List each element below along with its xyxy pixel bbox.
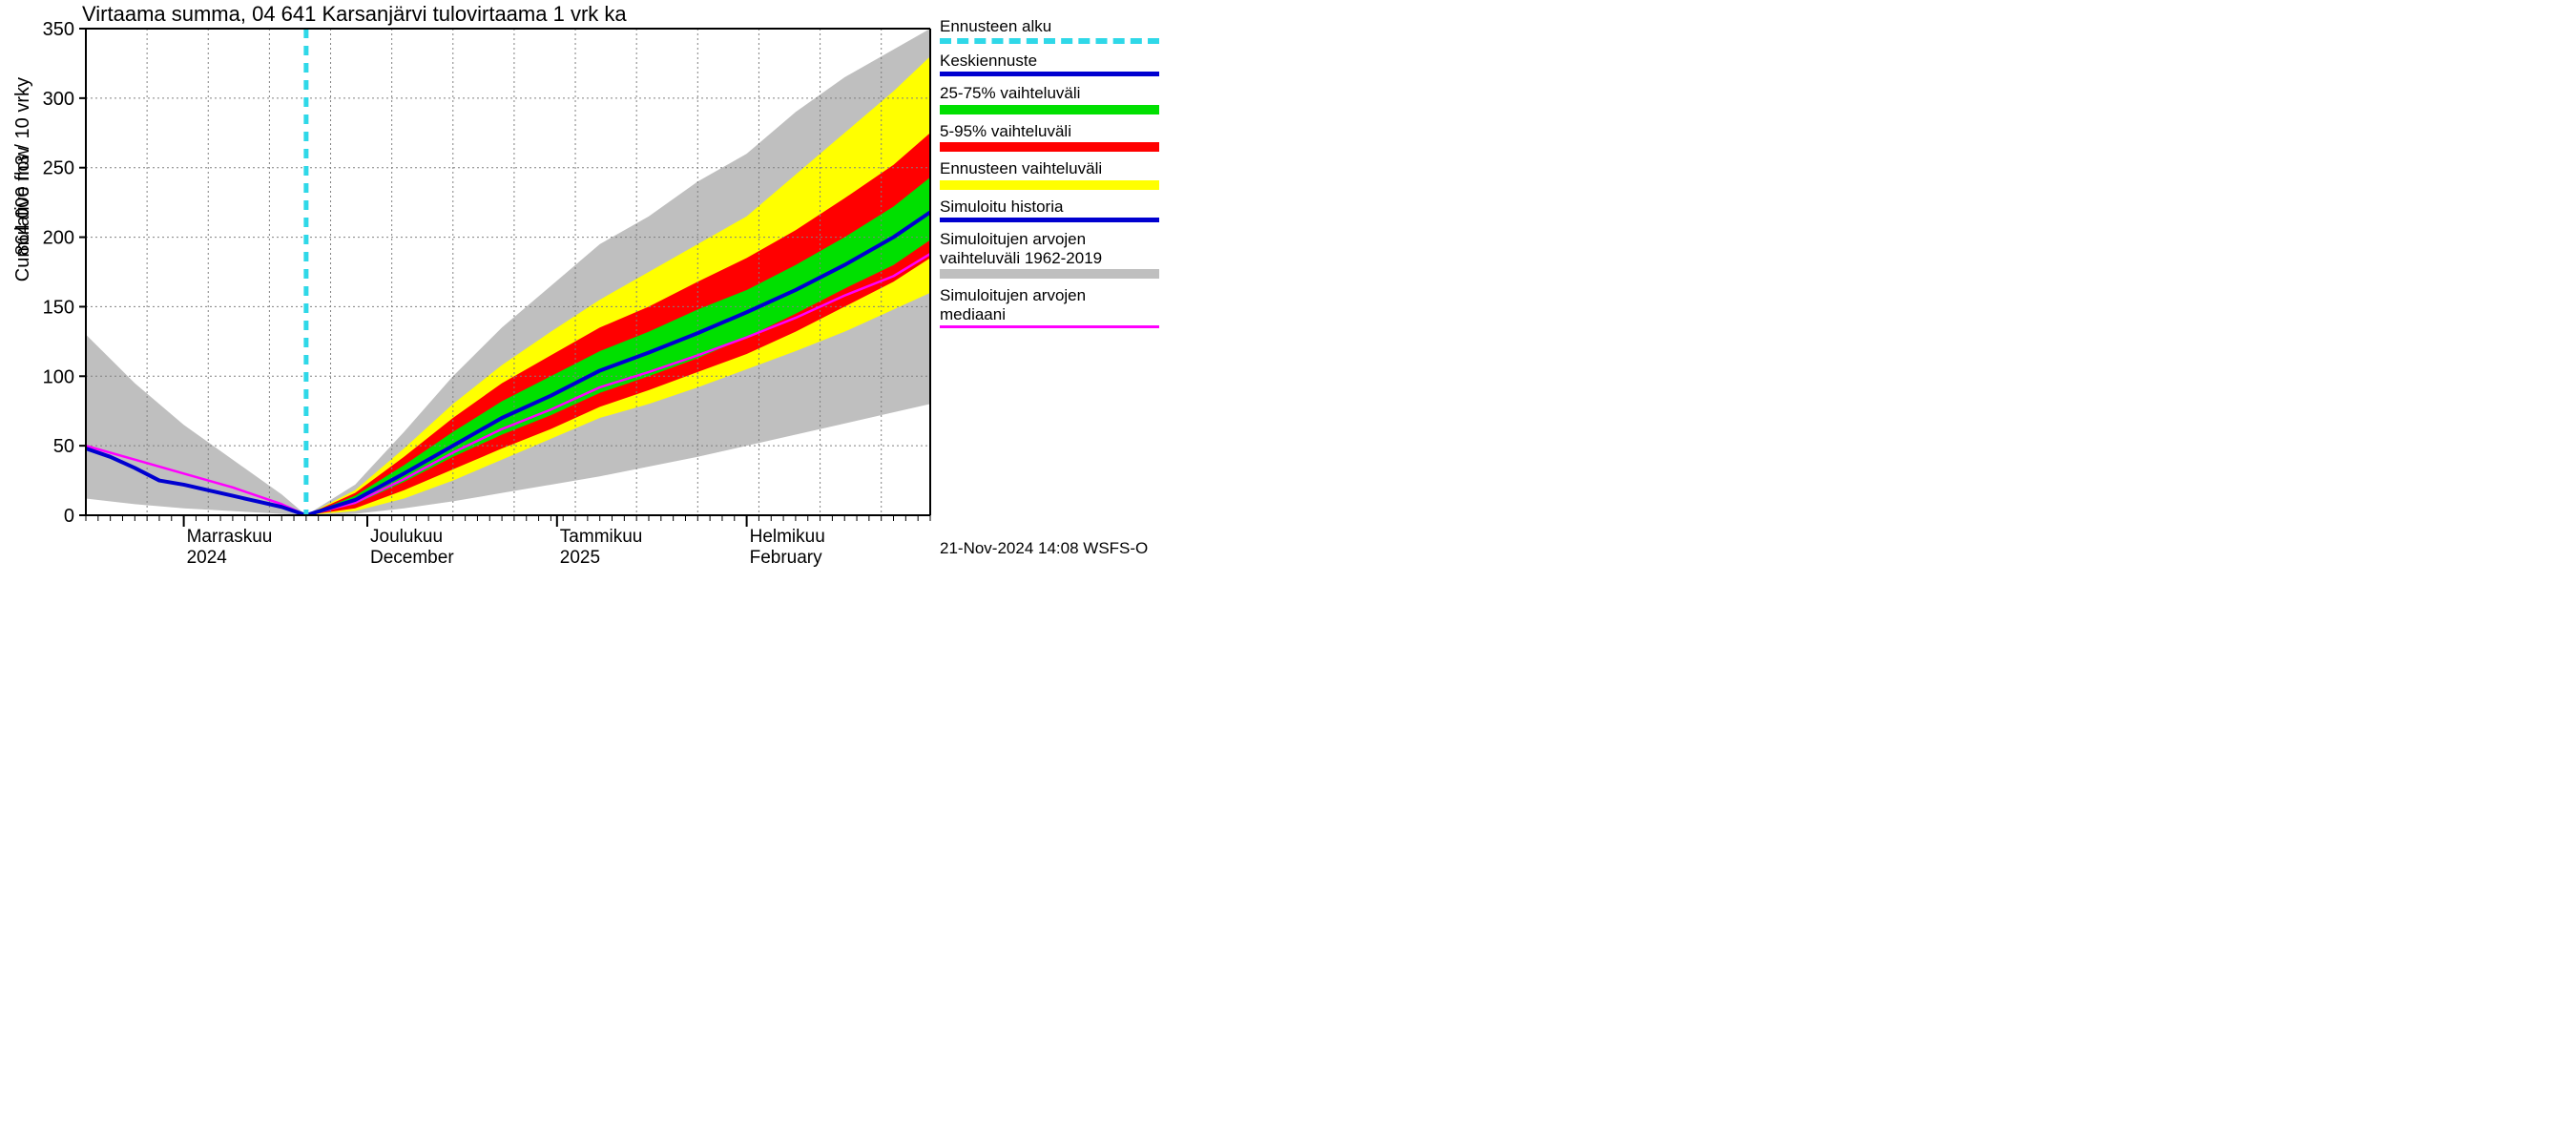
legend-label: Simuloitujen arvojen: [940, 286, 1274, 305]
svg-text:0: 0: [64, 506, 74, 527]
legend-swatch: [940, 142, 1159, 152]
legend-swatch: [940, 105, 1159, 114]
chart-legend: Ennusteen alku Keskiennuste 25-75% vaihtel…: [940, 17, 1274, 336]
timestamp-label: 21-Nov-2024 14:08 WSFS-O: [940, 539, 1148, 558]
svg-text:250: 250: [43, 158, 74, 179]
svg-text:February: February: [750, 548, 823, 568]
legend-swatch: [940, 325, 1159, 328]
svg-text:150: 150: [43, 297, 74, 318]
legend-item: 5-95% vaihteluväli: [940, 122, 1274, 153]
svg-text:December: December: [370, 548, 454, 568]
legend-item: Ennusteen alku: [940, 17, 1274, 44]
legend-label: Simuloitujen arvojen: [940, 230, 1274, 249]
svg-text:Virtaama summa, 04 641 Karsanj: Virtaama summa, 04 641 Karsanjärvi tulov…: [82, 2, 627, 26]
legend-item: Keskiennuste: [940, 52, 1274, 77]
legend-label: Keskiennuste: [940, 52, 1274, 71]
legend-swatch: [940, 38, 1159, 44]
svg-text:50: 50: [53, 436, 74, 457]
legend-item: Simuloitujen arvojenvaihteluväli 1962-20…: [940, 230, 1274, 279]
svg-text:200: 200: [43, 228, 74, 249]
legend-label: Ennusteen vaihteluväli: [940, 159, 1274, 178]
legend-swatch: [940, 269, 1159, 279]
legend-label: Ennusteen alku: [940, 17, 1274, 36]
legend-item: Simuloitujen arvojenmediaani: [940, 286, 1274, 328]
svg-text:Joulukuu: Joulukuu: [370, 527, 443, 547]
svg-text:300: 300: [43, 89, 74, 110]
legend-label: Simuloitu historia: [940, 198, 1274, 217]
svg-text:864 000 m3 / 10 vrky: 864 000 m3 / 10 vrky: [12, 77, 33, 256]
legend-item: Ennusteen vaihteluväli: [940, 159, 1274, 190]
legend-swatch: [940, 180, 1159, 190]
legend-swatch: [940, 72, 1159, 76]
legend-item: 25-75% vaihteluväli: [940, 84, 1274, 114]
svg-text:350: 350: [43, 19, 74, 40]
svg-text:Helmikuu: Helmikuu: [750, 527, 825, 547]
svg-text:2024: 2024: [187, 548, 228, 568]
legend-swatch: [940, 218, 1159, 222]
legend-label: 25-75% vaihteluväli: [940, 84, 1274, 103]
legend-label: mediaani: [940, 305, 1274, 324]
legend-label: vaihteluväli 1962-2019: [940, 249, 1274, 268]
svg-text:Marraskuu: Marraskuu: [187, 527, 273, 547]
legend-item: Simuloitu historia: [940, 198, 1274, 223]
legend-label: 5-95% vaihteluväli: [940, 122, 1274, 141]
svg-text:100: 100: [43, 366, 74, 387]
svg-text:Tammikuu: Tammikuu: [560, 527, 643, 547]
svg-text:2025: 2025: [560, 548, 600, 568]
